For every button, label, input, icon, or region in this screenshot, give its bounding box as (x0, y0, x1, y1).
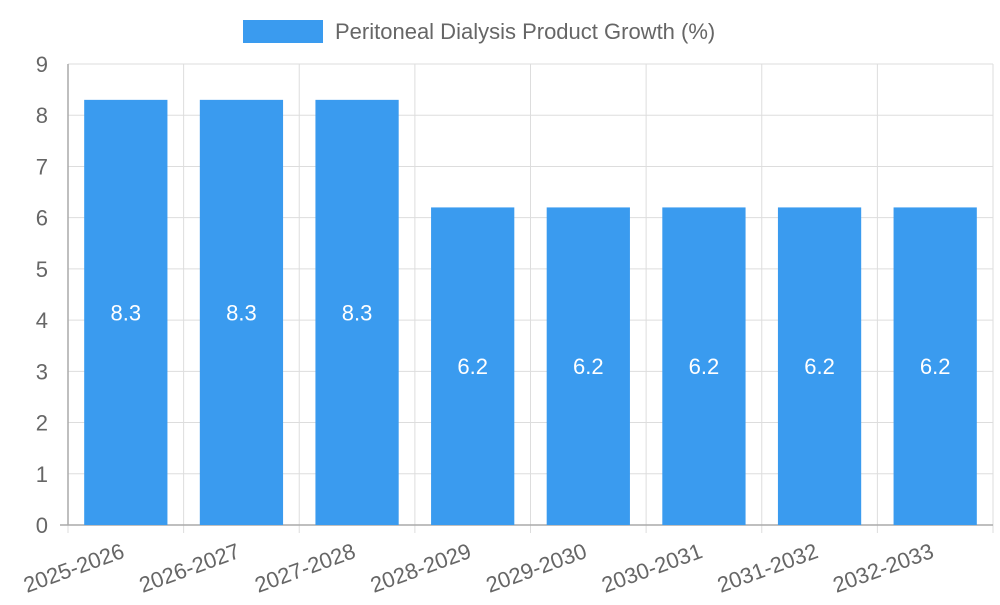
bar-value-label: 6.2 (573, 354, 604, 379)
x-axis-ticks: 2025-2026 2026-2027 2027-2028 2028-2029 2029… (20, 538, 937, 597)
bar[interactable] (662, 207, 746, 525)
y-tick-label: 6 (36, 206, 48, 231)
y-tick-label: 0 (36, 513, 48, 538)
bar-value-label: 6.2 (689, 354, 720, 379)
x-tick-label: 2025-2026 (20, 538, 127, 597)
bar-value-label: 6.2 (920, 354, 951, 379)
legend[interactable]: Peritoneal Dialysis Product Growth (%) (243, 19, 715, 44)
x-tick-label: 2027-2028 (251, 538, 358, 597)
bar-value-label: 8.3 (226, 300, 257, 325)
y-tick-label: 9 (36, 52, 48, 77)
bar[interactable] (315, 99, 399, 525)
x-tick-label: 2029-2030 (483, 538, 590, 597)
bar-value-label: 8.3 (342, 300, 373, 325)
bar[interactable] (777, 207, 862, 525)
bar[interactable] (199, 99, 284, 525)
bar[interactable] (546, 207, 630, 525)
x-tick-label: 2031-2032 (714, 538, 821, 597)
y-tick-label: 1 (36, 462, 48, 487)
x-tick-label: 2028-2029 (367, 538, 474, 597)
y-tick-label: 4 (36, 308, 48, 333)
y-tick-label: 3 (36, 359, 48, 384)
y-tick-label: 5 (36, 257, 48, 282)
legend-swatch[interactable] (243, 20, 323, 43)
x-tick-label: 2026-2027 (136, 538, 243, 597)
y-tick-label: 8 (36, 103, 48, 128)
bar-value-label: 6.2 (804, 354, 835, 379)
bar-value-label: 8.3 (111, 300, 142, 325)
bar-value-label: 6.2 (457, 354, 488, 379)
y-tick-label: 7 (36, 154, 48, 179)
bar[interactable] (431, 207, 515, 525)
x-tick-label: 2032-2033 (829, 538, 936, 597)
legend-label[interactable]: Peritoneal Dialysis Product Growth (%) (335, 19, 715, 44)
x-tick-label: 2030-2031 (598, 538, 705, 597)
data-labels: 8.3 8.3 8.3 6.2 6.2 6.2 6.2 6.2 (111, 300, 951, 379)
y-tick-label: 2 (36, 411, 48, 436)
bar[interactable] (84, 99, 168, 525)
y-axis-ticks: 0 1 2 3 4 5 6 7 8 9 (36, 52, 48, 538)
bars (84, 99, 977, 525)
bar[interactable] (893, 207, 977, 525)
